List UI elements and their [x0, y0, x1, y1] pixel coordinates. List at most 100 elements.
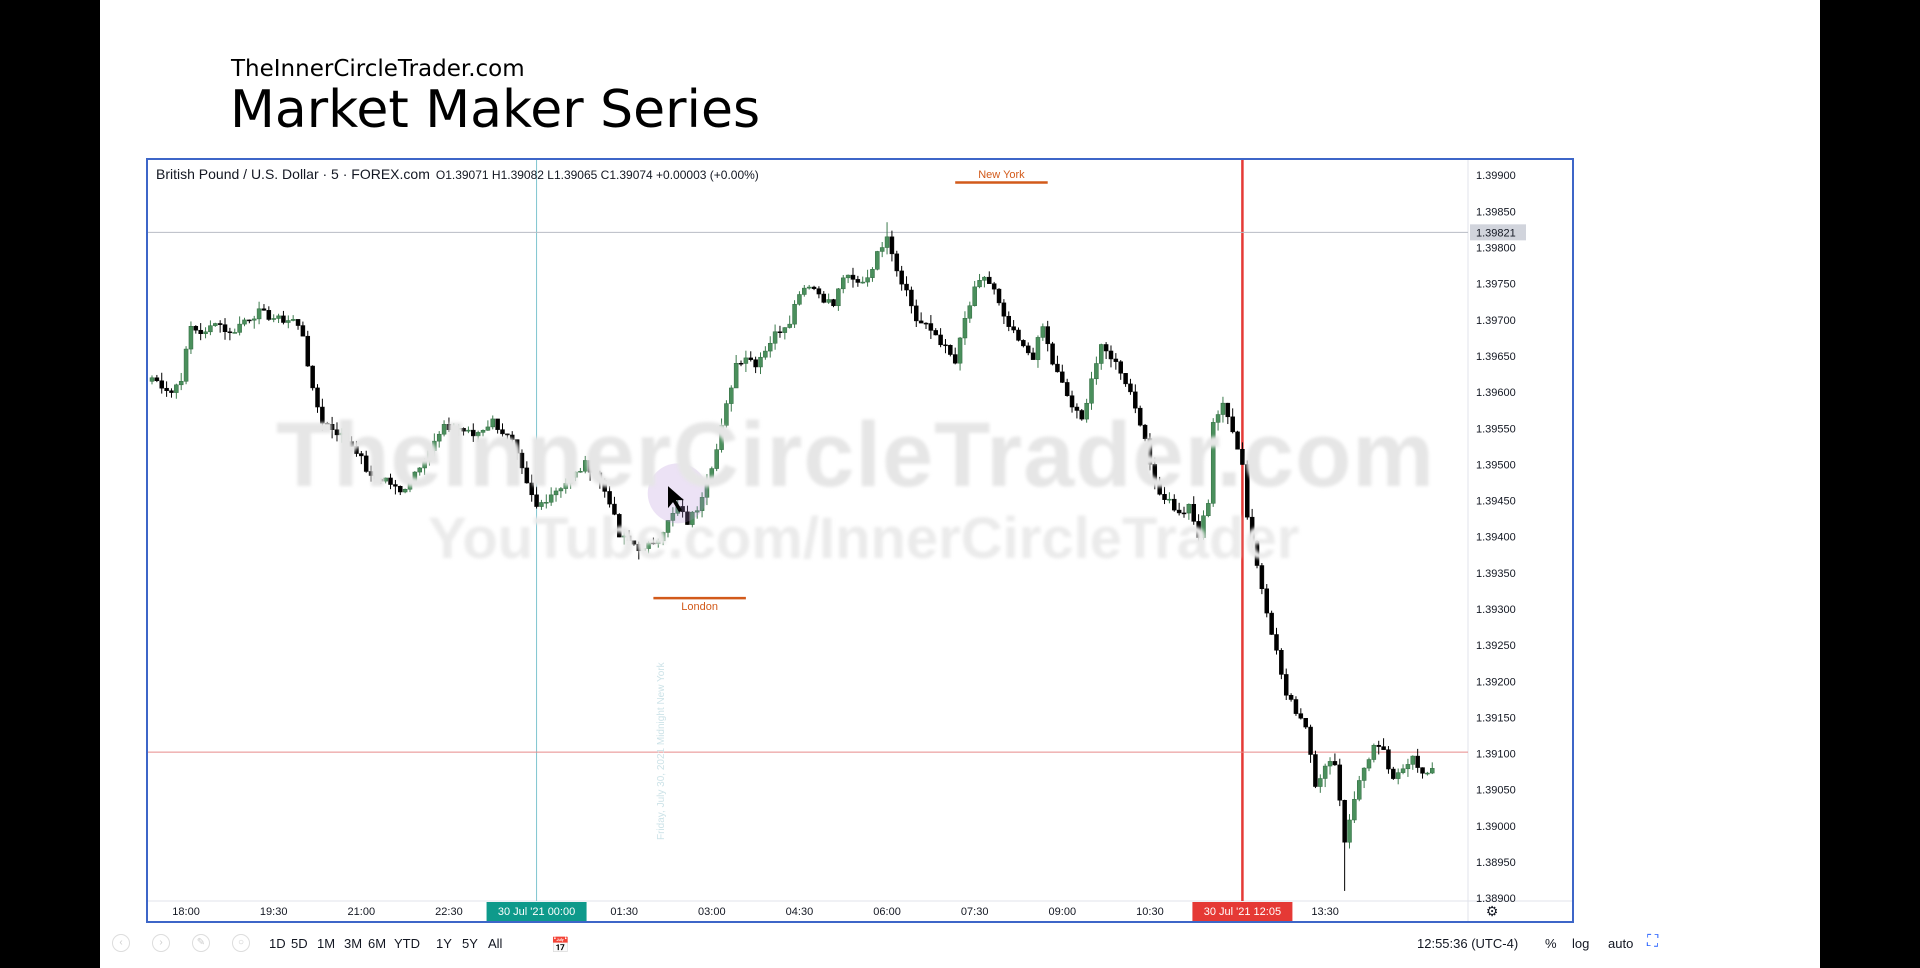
candle-body [324, 423, 330, 425]
zoom-icon[interactable]: ○ [232, 934, 250, 952]
candle-body [417, 467, 422, 473]
mouse-cursor-icon [668, 486, 684, 513]
y-tick-label: 1.39050 [1476, 785, 1516, 797]
range-3m[interactable]: 3M [344, 936, 363, 951]
calendar-icon[interactable]: 📅 [551, 937, 570, 954]
candle-body [792, 304, 797, 325]
candle-body [1318, 778, 1323, 787]
candle-body [1293, 699, 1299, 714]
pen-icon[interactable]: ✎ [192, 934, 210, 952]
cursor-highlight [647, 463, 708, 524]
x-tick-label: 10:30 [1136, 906, 1164, 918]
candle-body [1050, 343, 1055, 365]
candle-body [354, 446, 359, 454]
range-6m[interactable]: 6M [368, 936, 387, 951]
candle-body [1118, 361, 1123, 374]
candle-body [641, 548, 646, 552]
candle-body [578, 470, 583, 473]
candle-body [174, 384, 179, 393]
back-icon[interactable]: ‹ [112, 934, 130, 952]
candle-body [198, 329, 203, 334]
candle-body [1030, 352, 1036, 360]
candle-body [967, 305, 973, 319]
candle-body [290, 319, 296, 321]
chart-legend: British Pound / U.S. Dollar · 5 · FOREX.… [156, 166, 759, 182]
chart-frame[interactable]: 1.39900 1.39850 1.39800 1.39750 1.39700 1.396… [146, 158, 1574, 923]
candle-body [227, 331, 233, 334]
candle-body [154, 377, 160, 381]
candle-body [310, 365, 315, 389]
candle-body [1395, 772, 1401, 779]
candle-body [286, 320, 291, 323]
settings-gear-icon[interactable]: ⚙ [1486, 904, 1499, 920]
candle-body [295, 319, 301, 326]
candle-body [422, 460, 427, 469]
candle-body [690, 511, 695, 525]
range-5d[interactable]: 5D [291, 936, 308, 951]
fullscreen-icon[interactable]: ⛶ [1647, 933, 1659, 950]
candle-body [203, 331, 208, 334]
candle-body [276, 315, 281, 319]
candle-body [266, 310, 272, 320]
candle-body [729, 387, 734, 404]
price-chart[interactable]: 1.39900 1.39850 1.39800 1.39750 1.39700 1.396… [148, 160, 1572, 921]
y-tick-label: 1.39850 [1476, 206, 1516, 218]
candle-body [183, 348, 189, 382]
candle-body [1176, 509, 1182, 514]
candle-body [500, 429, 505, 435]
candle-body [592, 472, 598, 474]
candle-body [928, 323, 934, 331]
symbol-label[interactable]: British Pound / U.S. Dollar · 5 · FOREX.… [156, 166, 430, 182]
candle-body [743, 357, 749, 364]
time-badge-label: 30 Jul '21 00:00 [498, 906, 575, 918]
candle-body [1342, 799, 1347, 843]
range-all[interactable]: All [488, 936, 503, 951]
x-tick-label: 19:30 [260, 906, 288, 918]
candle-body [865, 277, 870, 283]
candle-body [359, 453, 364, 457]
forward-icon[interactable]: › [152, 934, 170, 952]
candle-body [738, 362, 744, 365]
candle-body [164, 387, 169, 391]
candle-body [563, 483, 569, 489]
candle-body [300, 325, 306, 337]
x-tick-label: 01:30 [610, 906, 638, 918]
auto-toggle[interactable]: auto [1608, 936, 1634, 951]
x-tick-label: 13:30 [1311, 906, 1339, 918]
candle-body [811, 286, 817, 289]
candle-body [553, 490, 559, 496]
candle-body [1245, 464, 1250, 518]
candle-body [617, 514, 622, 538]
price-level-label: 1.39821 [1476, 227, 1516, 239]
candle-body [261, 308, 267, 311]
candle-body [388, 477, 393, 485]
candle-body [1006, 315, 1012, 327]
range-5y[interactable]: 5Y [462, 936, 478, 951]
candle-body [1181, 512, 1187, 515]
slide-title: Market Maker Series [230, 80, 761, 140]
candle-body [461, 428, 466, 432]
candle-body [875, 251, 880, 270]
candle-body [373, 475, 379, 480]
percent-toggle[interactable]: % [1545, 936, 1557, 951]
x-tick-label: 18:00 [172, 906, 200, 918]
range-1d[interactable]: 1D [269, 936, 286, 951]
y-tick-label: 1.38950 [1476, 857, 1516, 869]
y-tick-label: 1.39900 [1476, 170, 1516, 182]
candle-body [1381, 746, 1386, 750]
candle-body [208, 325, 213, 333]
candle-body [962, 318, 968, 339]
log-toggle[interactable]: log [1572, 936, 1590, 951]
range-1m[interactable]: 1M [317, 936, 336, 951]
candle-body [1410, 755, 1416, 765]
range-1y[interactable]: 1Y [436, 936, 452, 951]
x-tick-label: 21:00 [348, 906, 376, 918]
candle-body [904, 283, 909, 291]
candle-body [1249, 516, 1255, 542]
candle-body [991, 283, 997, 290]
price-level-badge [1470, 224, 1526, 241]
candle-body [1069, 395, 1075, 408]
candle-body [1361, 767, 1367, 781]
candle-body [1079, 410, 1085, 420]
range-ytd[interactable]: YTD [394, 936, 420, 951]
